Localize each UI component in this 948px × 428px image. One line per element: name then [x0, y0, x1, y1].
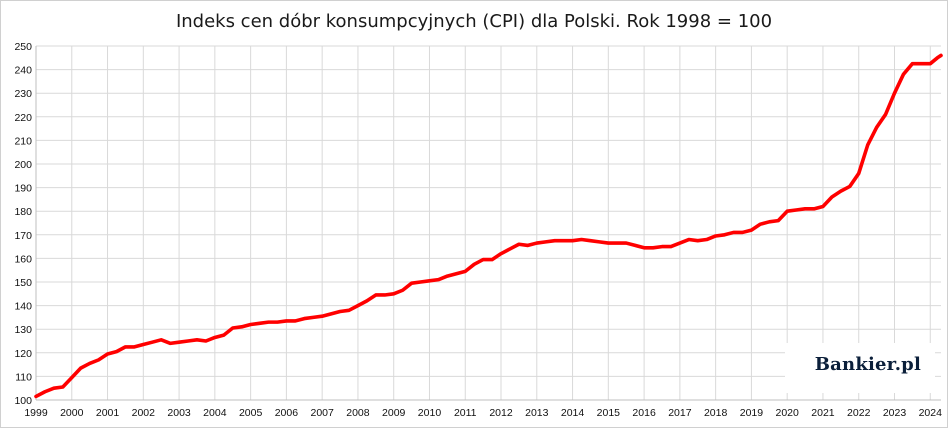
x-tick-label: 2003 — [167, 407, 191, 419]
y-tick-label: 190 — [14, 183, 32, 195]
x-tick-label: 2018 — [704, 407, 728, 419]
x-tick-label: 2008 — [346, 407, 370, 419]
chart-title: Indeks cen dóbr konsumpcyjnych (CPI) dla… — [176, 11, 772, 32]
y-tick-label: 110 — [15, 371, 32, 383]
x-tick-label: 2020 — [776, 407, 800, 419]
x-tick-label: 2024 — [919, 407, 943, 419]
x-tick-label: 2002 — [132, 407, 156, 419]
x-tick-label: 2022 — [847, 407, 871, 419]
y-axis-tick-labels: 100 110 120 130 140 150 160 170 180 190 200 210 220 2… — [14, 41, 32, 407]
x-tick-label: 2014 — [561, 407, 585, 419]
x-tick-label: 2001 — [96, 407, 120, 419]
x-tick-label: 2016 — [632, 407, 656, 419]
y-tick-label: 250 — [14, 41, 32, 53]
y-tick-label: 240 — [14, 65, 32, 77]
x-tick-label: 2012 — [489, 407, 513, 419]
x-tick-label: 2021 — [811, 407, 835, 419]
x-tick-label: 2010 — [418, 407, 442, 419]
y-tick-label: 150 — [14, 277, 32, 289]
logo-background — [785, 343, 935, 393]
x-tick-label: 2013 — [525, 407, 549, 419]
y-tick-label: 200 — [14, 159, 32, 171]
gridlines — [35, 45, 941, 401]
x-tick-label: 2019 — [740, 407, 764, 419]
x-tick-label: 2000 — [60, 407, 84, 419]
y-tick-label: 180 — [14, 206, 32, 218]
x-axis-tick-labels: 1999 2000 2001 2002 2003 2004 2005 2006 2007 2008… — [24, 407, 942, 419]
x-tick-label: 2005 — [239, 407, 263, 419]
series-group — [34, 53, 943, 399]
x-tick-label: 2007 — [310, 407, 334, 419]
bankier-logo: Bankier.pl — [814, 354, 921, 375]
x-tick-label: 2015 — [597, 407, 621, 419]
y-tick-label: 210 — [14, 135, 32, 147]
x-tick-label: 1999 — [24, 407, 48, 419]
y-tick-label: 120 — [14, 348, 32, 360]
y-tick-label: 140 — [14, 301, 32, 313]
cpi-series-line — [34, 53, 943, 399]
y-tick-label: 230 — [14, 88, 32, 100]
y-tick-label: 100 — [14, 395, 32, 407]
y-tick-label: 160 — [14, 253, 32, 265]
y-tick-label: 170 — [14, 230, 32, 242]
y-tick-label: 130 — [14, 324, 32, 336]
x-tick-label: 2004 — [203, 407, 227, 419]
x-tick-label: 2009 — [382, 407, 406, 419]
x-tick-label: 2017 — [668, 407, 692, 419]
y-tick-label: 220 — [14, 112, 32, 124]
x-tick-label: 2006 — [275, 407, 299, 419]
x-tick-label: 2011 — [454, 407, 477, 419]
x-tick-label: 2023 — [883, 407, 907, 419]
